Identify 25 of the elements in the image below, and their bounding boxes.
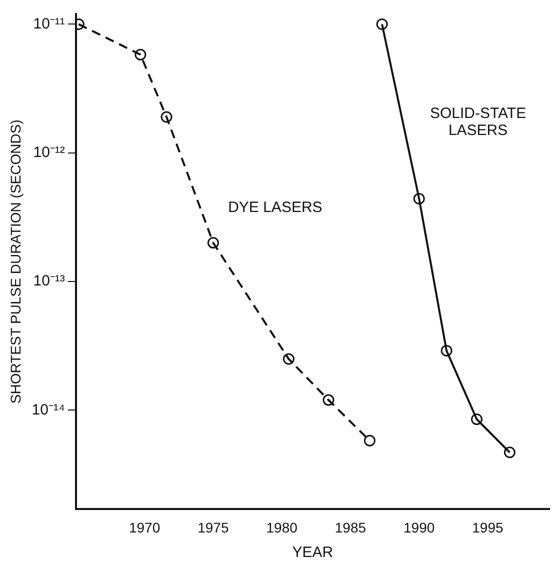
point — [471, 414, 482, 426]
x-tick-label: 1975 — [198, 519, 229, 536]
y-axis-title: SHORTEST PULSE DURATION (SECONDS) — [7, 120, 24, 404]
x-tick-label: 1995 — [472, 519, 504, 536]
point — [504, 446, 516, 458]
y-tick-label: 10⁻¹² — [33, 144, 65, 161]
point — [160, 111, 172, 123]
point — [364, 434, 376, 446]
series-label: SOLID-STATE LASERS — [430, 104, 526, 139]
x-axis-title: YEAR — [292, 544, 334, 562]
point — [440, 344, 452, 356]
y-tick-label: 10⁻¹⁴ — [32, 401, 65, 418]
point — [282, 353, 294, 365]
point — [413, 192, 425, 204]
x-tick-label: 1980 — [266, 519, 298, 536]
point — [322, 394, 334, 406]
series-label: DYE LASERS — [228, 198, 322, 216]
y-tick-label: 10⁻¹³ — [33, 272, 65, 290]
point — [207, 237, 219, 249]
x-tick-label: 1990 — [404, 519, 435, 536]
x-tick-label: 1985 — [334, 519, 366, 536]
x-tick-label: 1970 — [128, 519, 160, 536]
y-tick-label: 10⁻¹¹ — [33, 15, 65, 32]
point — [134, 48, 146, 60]
point — [376, 18, 388, 30]
